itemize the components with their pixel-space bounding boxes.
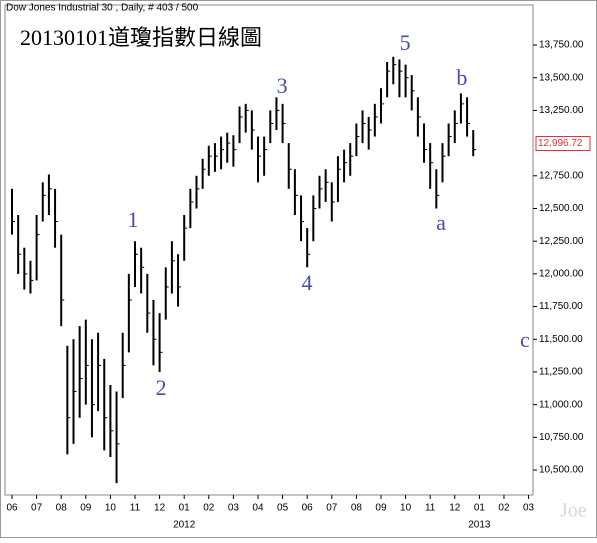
y-tick-label: 11,500.00 (539, 334, 583, 345)
x-tick-label: 03 (228, 503, 240, 514)
y-tick-label: 11,250.00 (539, 367, 583, 378)
y-tick-label: 13,750.00 (539, 40, 584, 51)
wave-label: 3 (277, 73, 288, 98)
x-tick-label: 08 (351, 503, 363, 514)
y-tick-label: 12,500.00 (539, 203, 584, 214)
x-tick-label: 09 (80, 503, 92, 514)
wave-label: a (436, 210, 446, 235)
watermark: Joe (560, 500, 587, 522)
year-label: 2012 (173, 520, 196, 531)
x-tick-label: 01 (474, 503, 486, 514)
x-tick-label: 10 (400, 503, 412, 514)
wave-label: 2 (156, 375, 167, 400)
x-tick-label: 10 (105, 503, 117, 514)
x-tick-label: 07 (326, 503, 338, 514)
x-tick-label: 11 (425, 503, 436, 514)
wave-label: c (520, 327, 530, 352)
x-tick-label: 08 (56, 503, 68, 514)
x-tick-label: 01 (179, 503, 191, 514)
year-label: 2013 (468, 520, 491, 531)
y-tick-label: 12,000.00 (539, 269, 584, 280)
x-tick-label: 03 (523, 503, 535, 514)
x-tick-label: 02 (498, 503, 510, 514)
y-tick-label: 13,500.00 (539, 72, 584, 83)
y-tick-label: 10,750.00 (539, 432, 584, 443)
y-tick-label: 12,250.00 (539, 236, 584, 247)
wave-label: 1 (128, 207, 139, 232)
x-tick-label: 02 (203, 503, 215, 514)
x-tick-label: 09 (375, 503, 387, 514)
x-tick-label: 06 (6, 503, 18, 514)
plot-frame (4, 4, 534, 496)
x-tick-label: 12 (154, 503, 166, 514)
last-price-label: 12,996.72 (538, 138, 583, 149)
x-tick-label: 06 (302, 503, 314, 514)
x-tick-label: 12 (449, 503, 461, 514)
x-tick-label: 07 (31, 503, 43, 514)
wave-label: b (456, 65, 467, 90)
y-tick-label: 12,750.00 (539, 170, 584, 181)
chart-title: 20130101道瓊指數日線圖 (20, 25, 262, 50)
x-tick-label: 11 (130, 503, 141, 514)
wave-label: 5 (400, 30, 411, 55)
last-price-box (535, 136, 591, 152)
y-tick-label: 11,750.00 (539, 301, 583, 312)
x-tick-label: 05 (277, 503, 289, 514)
y-tick-label: 13,250.00 (539, 105, 584, 116)
y-tick-label: 10,500.00 (539, 465, 584, 476)
wave-label: 4 (301, 270, 312, 295)
header: Dow Jones Industrial 30 , Daily, # 403 /… (6, 3, 199, 14)
y-tick-label: 11,000.00 (539, 399, 583, 410)
x-tick-label: 04 (252, 503, 264, 514)
